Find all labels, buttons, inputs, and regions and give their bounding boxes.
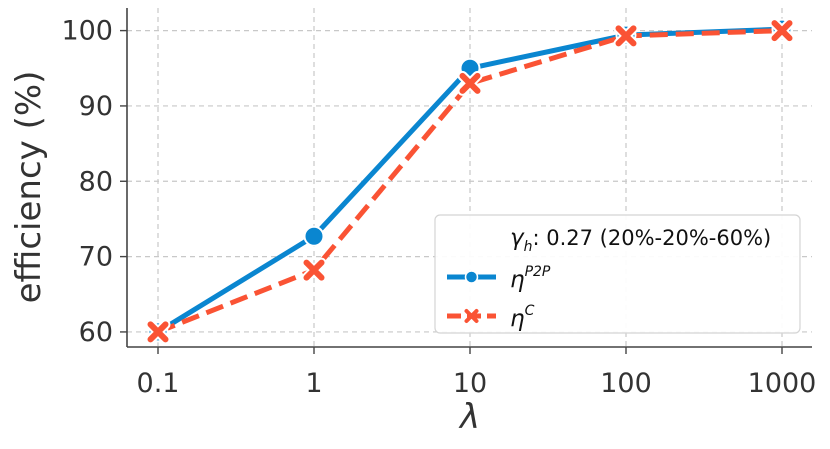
y-tick-label: 80 [79, 166, 113, 197]
x-tick-label: 10 [453, 368, 487, 399]
x-tick-label: 1 [305, 368, 322, 399]
y-tick-label: 90 [79, 91, 113, 122]
legend-title-subscript: h [524, 239, 533, 255]
marker-stroke [771, 20, 793, 42]
axes [120, 8, 812, 354]
x-axis-label: λ [458, 397, 480, 437]
tick-labels: 0.1 1 10 100 1000 60 70 80 90 100 [61, 16, 816, 399]
x-tick-label: 0.1 [137, 368, 180, 399]
legend-box [434, 214, 801, 334]
y-tick-label: 70 [79, 242, 113, 273]
marker-stroke [615, 25, 637, 47]
x-tick-label: 1000 [748, 368, 817, 399]
legend-superscript: C [525, 303, 535, 319]
legend-marker-0 [464, 270, 479, 284]
series-1-point [301, 257, 327, 283]
series-1-point [145, 319, 171, 345]
legend-title-rest: : 0.27 (20%-20%-60%) [533, 226, 772, 250]
series [145, 18, 795, 345]
y-axis-label: efficiency (%) [9, 71, 49, 304]
legend-title-symbol: γ [510, 225, 525, 251]
legend-label-0: ηP2P [510, 264, 551, 293]
legend-label-1: ηC [510, 303, 535, 332]
legend-marker-1 [464, 309, 479, 323]
x-tick-label: 100 [600, 368, 652, 399]
series-1-point [457, 70, 483, 96]
series-0-point [303, 225, 325, 247]
series-1-point [769, 18, 795, 44]
series-1-point [613, 23, 639, 49]
legend-superscript: P2P [525, 264, 551, 280]
y-tick-label: 100 [61, 16, 113, 47]
marker-stroke [464, 309, 479, 323]
marker-stroke [303, 259, 325, 281]
marker-stroke [147, 321, 169, 343]
legend-title: γh: 0.27 (20%-20%-60%) [510, 225, 771, 255]
legend-symbol: η [510, 306, 525, 332]
marker-stroke [459, 72, 481, 94]
y-tick-label: 60 [79, 317, 113, 348]
series-line-1 [157, 28, 783, 335]
legend-symbol: η [510, 267, 525, 293]
